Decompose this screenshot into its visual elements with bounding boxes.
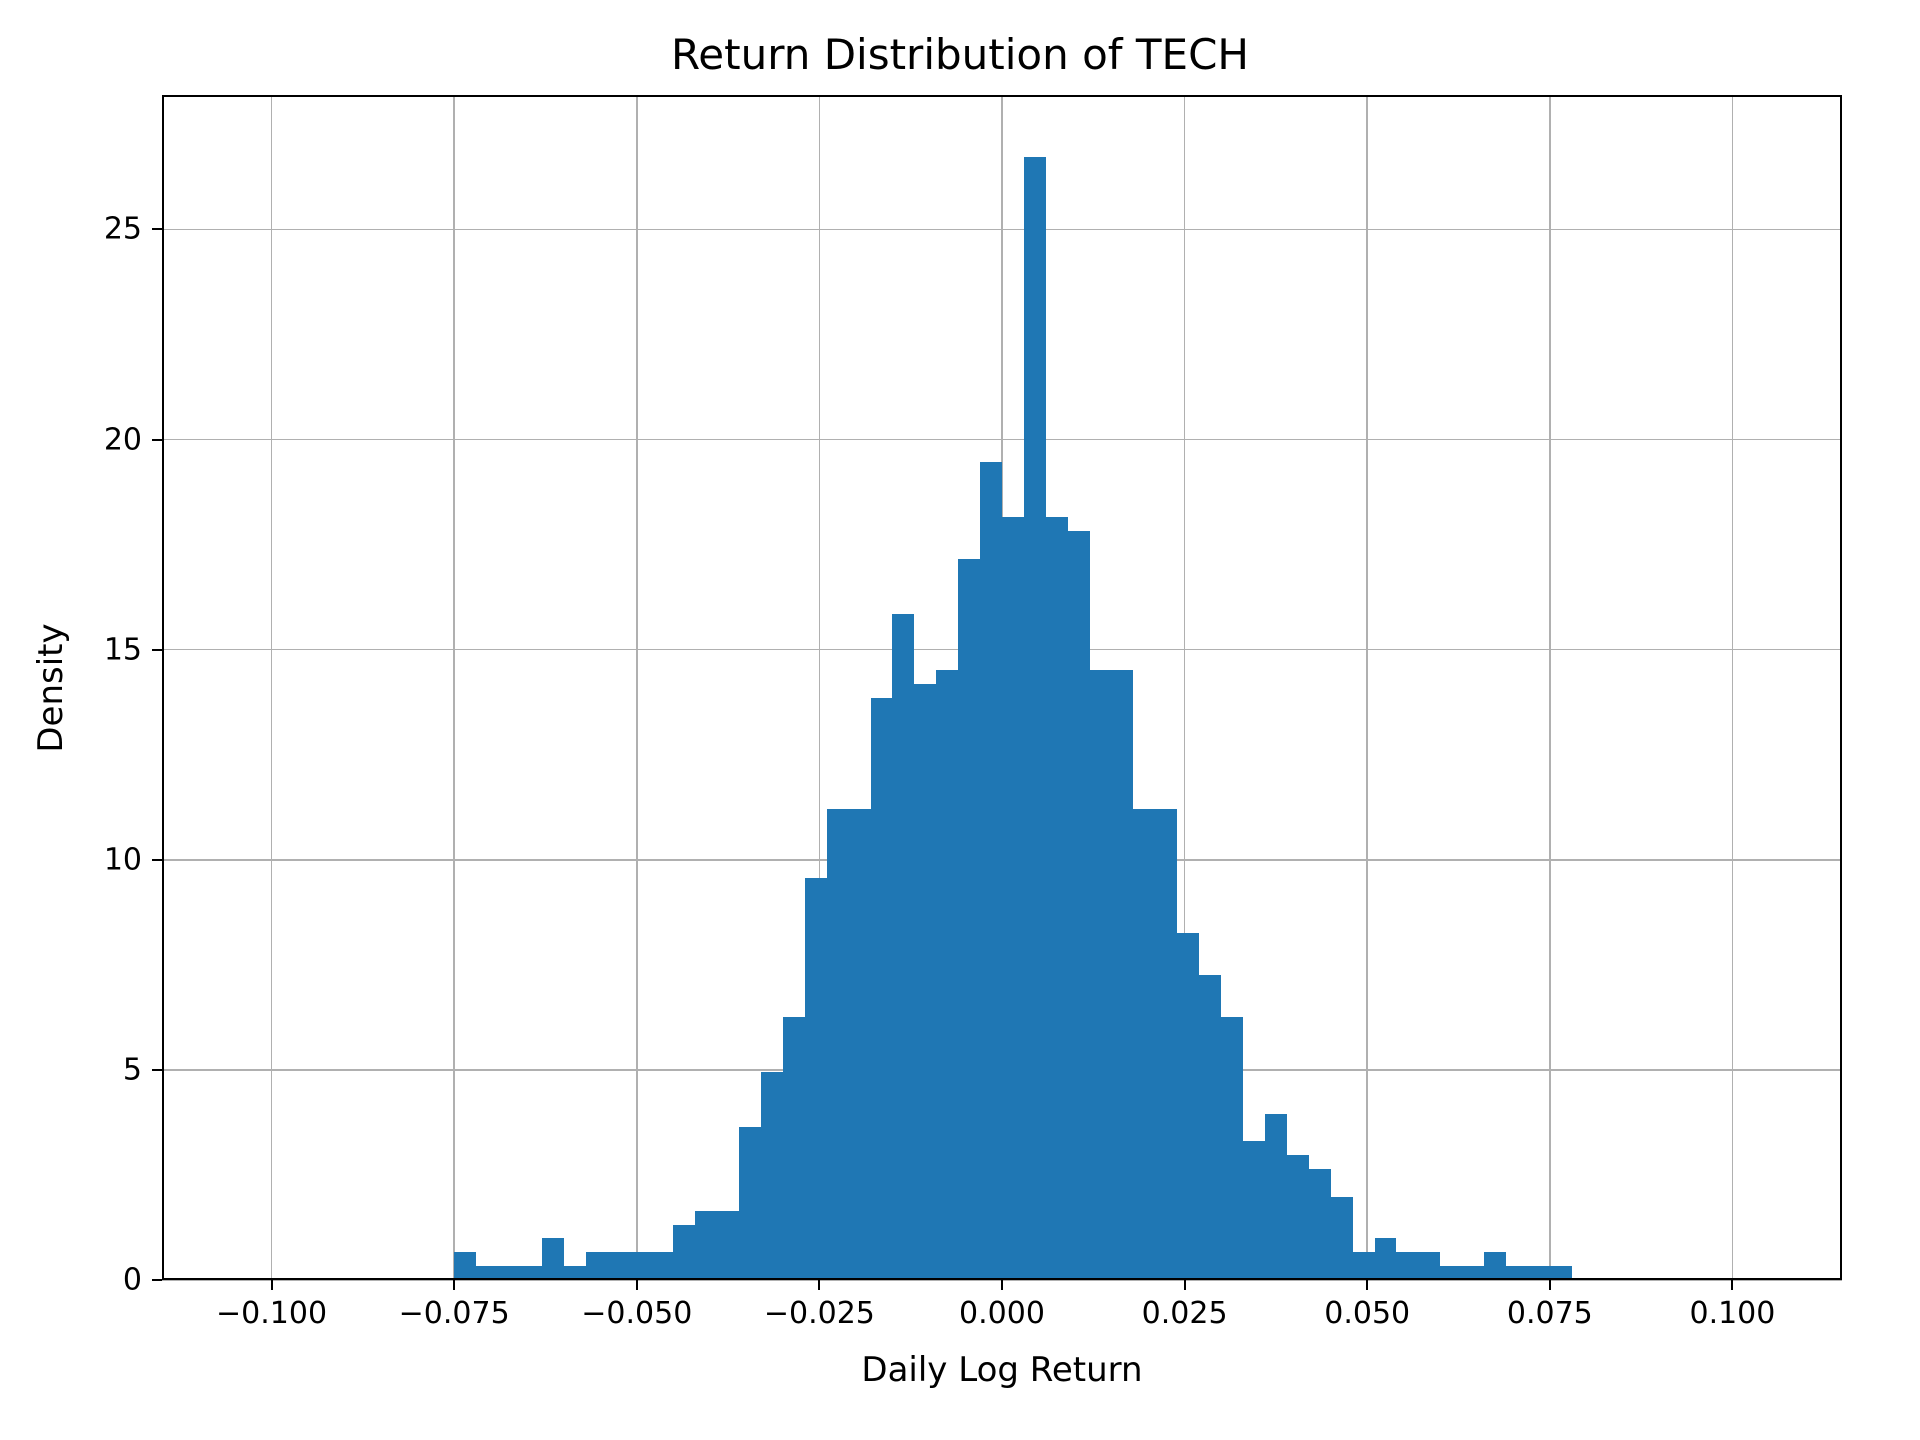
histogram-bar [1418, 1252, 1440, 1280]
x-tick-label: 0.050 [1324, 1296, 1410, 1331]
histogram-bar [498, 1266, 520, 1280]
histogram-bar [1133, 809, 1155, 1280]
x-tick [1731, 1280, 1733, 1290]
histogram-bar [1528, 1266, 1550, 1280]
y-tick-label: 0 [82, 1263, 142, 1298]
histogram-bar [586, 1252, 608, 1280]
histogram-bar [1506, 1266, 1528, 1280]
histogram-bar [1221, 1017, 1243, 1280]
x-tick [271, 1280, 273, 1290]
histogram-bar [1331, 1197, 1353, 1280]
x-tick-label: −0.075 [399, 1296, 510, 1331]
histogram-bar [454, 1252, 476, 1280]
histogram-bar [1068, 531, 1090, 1280]
y-tick [152, 649, 162, 651]
histogram-bar [1462, 1266, 1484, 1280]
histogram-bar [1287, 1155, 1309, 1280]
histogram-bar [651, 1252, 673, 1280]
x-gridline [271, 95, 273, 1280]
x-tick-label: −0.025 [764, 1296, 875, 1331]
histogram-bar [958, 559, 980, 1280]
histogram-bar [1243, 1141, 1265, 1280]
histogram-bar [1046, 517, 1068, 1280]
histogram-bar [1550, 1266, 1572, 1280]
x-tick [1001, 1280, 1003, 1290]
y-tick [152, 1069, 162, 1071]
chart-title: Return Distribution of TECH [0, 30, 1920, 79]
x-tick-label: 0.100 [1689, 1296, 1775, 1331]
histogram-bar [564, 1266, 586, 1280]
x-gridline [1366, 95, 1368, 1280]
histogram-bar [1112, 670, 1134, 1280]
y-tick-label: 10 [82, 842, 142, 877]
histogram-bar [629, 1252, 651, 1280]
x-gridline [453, 95, 455, 1280]
x-tick [818, 1280, 820, 1290]
x-tick [1549, 1280, 1551, 1290]
y-tick [152, 228, 162, 230]
y-tick-label: 15 [82, 632, 142, 667]
histogram-bar [1199, 975, 1221, 1280]
y-tick [152, 439, 162, 441]
histogram-bar [1440, 1266, 1462, 1280]
y-tick-label: 20 [82, 422, 142, 457]
histogram-bar [739, 1127, 761, 1280]
histogram-bar [892, 614, 914, 1280]
x-tick-label: 0.025 [1142, 1296, 1228, 1331]
x-tick-label: 0.000 [959, 1296, 1045, 1331]
x-tick [636, 1280, 638, 1290]
y-axis-label: Density [31, 95, 71, 1280]
figure: Return Distribution of TECH Daily Log Re… [0, 0, 1920, 1440]
histogram-bar [1002, 517, 1024, 1280]
x-gridline [636, 95, 638, 1280]
histogram-bar [542, 1238, 564, 1280]
plot-area [162, 95, 1842, 1280]
histogram-bar [476, 1266, 498, 1280]
histogram-bar [673, 1225, 695, 1280]
histogram-bar [980, 462, 1002, 1280]
histogram-bar [936, 670, 958, 1280]
y-gridline [162, 229, 1842, 231]
histogram-bar [761, 1072, 783, 1280]
histogram-bar [1177, 933, 1199, 1280]
histogram-bar [783, 1017, 805, 1280]
histogram-bar [608, 1252, 630, 1280]
histogram-bar [1484, 1252, 1506, 1280]
x-tick-label: −0.100 [216, 1296, 327, 1331]
x-tick [453, 1280, 455, 1290]
x-gridline [1732, 95, 1734, 1280]
x-tick-label: 0.075 [1507, 1296, 1593, 1331]
x-axis-label: Daily Log Return [162, 1350, 1842, 1390]
histogram-bar [1353, 1252, 1375, 1280]
histogram-bar [1375, 1238, 1397, 1280]
y-gridline [162, 439, 1842, 441]
histogram-bar [1396, 1252, 1418, 1280]
y-tick [152, 1279, 162, 1281]
histogram-bar [520, 1266, 542, 1280]
y-tick [152, 859, 162, 861]
x-tick [1184, 1280, 1186, 1290]
y-tick-label: 5 [82, 1052, 142, 1087]
histogram-bar [1155, 809, 1177, 1280]
histogram-bar [827, 809, 849, 1280]
y-tick-label: 25 [82, 212, 142, 247]
histogram-bar [717, 1211, 739, 1280]
histogram-bar [1024, 157, 1046, 1280]
x-tick-label: −0.050 [581, 1296, 692, 1331]
histogram-bar [1090, 670, 1112, 1280]
histogram-bar [914, 684, 936, 1280]
histogram-bar [849, 809, 871, 1280]
histogram-bar [1265, 1114, 1287, 1280]
x-tick [1366, 1280, 1368, 1290]
histogram-bar [695, 1211, 717, 1280]
histogram-bar [871, 698, 893, 1280]
histogram-bar [805, 878, 827, 1280]
x-gridline [1549, 95, 1551, 1280]
histogram-bar [1309, 1169, 1331, 1280]
